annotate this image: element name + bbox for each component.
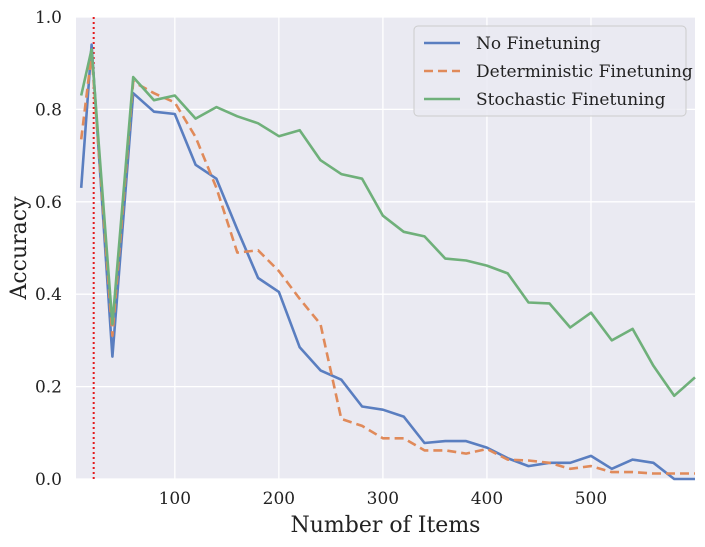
series-line-2 xyxy=(79,52,695,475)
legend-label: Deterministic Finetuning xyxy=(476,62,693,82)
y-axis-label: Accuracy xyxy=(7,196,32,301)
x-tick-label: 300 xyxy=(367,489,399,509)
x-tick-label: 400 xyxy=(471,489,503,509)
series-line-3 xyxy=(79,47,696,398)
x-tick-label: 500 xyxy=(575,489,607,509)
series-lines xyxy=(79,43,696,481)
y-tick-label: 0.8 xyxy=(35,100,62,120)
x-axis-label: Number of Items xyxy=(291,513,481,538)
series-line-1 xyxy=(79,43,695,481)
x-tick-label: 100 xyxy=(159,489,191,509)
x-axis-ticks: 100 200 300 400 500 xyxy=(159,489,608,509)
legend: No Finetuning Deterministic Finetuning Sto… xyxy=(413,25,693,117)
legend-label: No Finetuning xyxy=(476,34,601,54)
y-tick-label: 0.6 xyxy=(35,193,62,213)
y-tick-label: 0.4 xyxy=(35,285,62,305)
y-tick-label: 0.2 xyxy=(35,378,62,398)
legend-box xyxy=(413,25,687,117)
y-tick-label: 0.0 xyxy=(35,470,62,490)
y-tick-label: 1.0 xyxy=(35,8,62,28)
x-tick-label: 200 xyxy=(263,489,295,509)
y-axis-ticks: 0.0 0.2 0.4 0.6 0.8 1.0 xyxy=(35,8,62,490)
legend-label: Stochastic Finetuning xyxy=(476,90,666,110)
